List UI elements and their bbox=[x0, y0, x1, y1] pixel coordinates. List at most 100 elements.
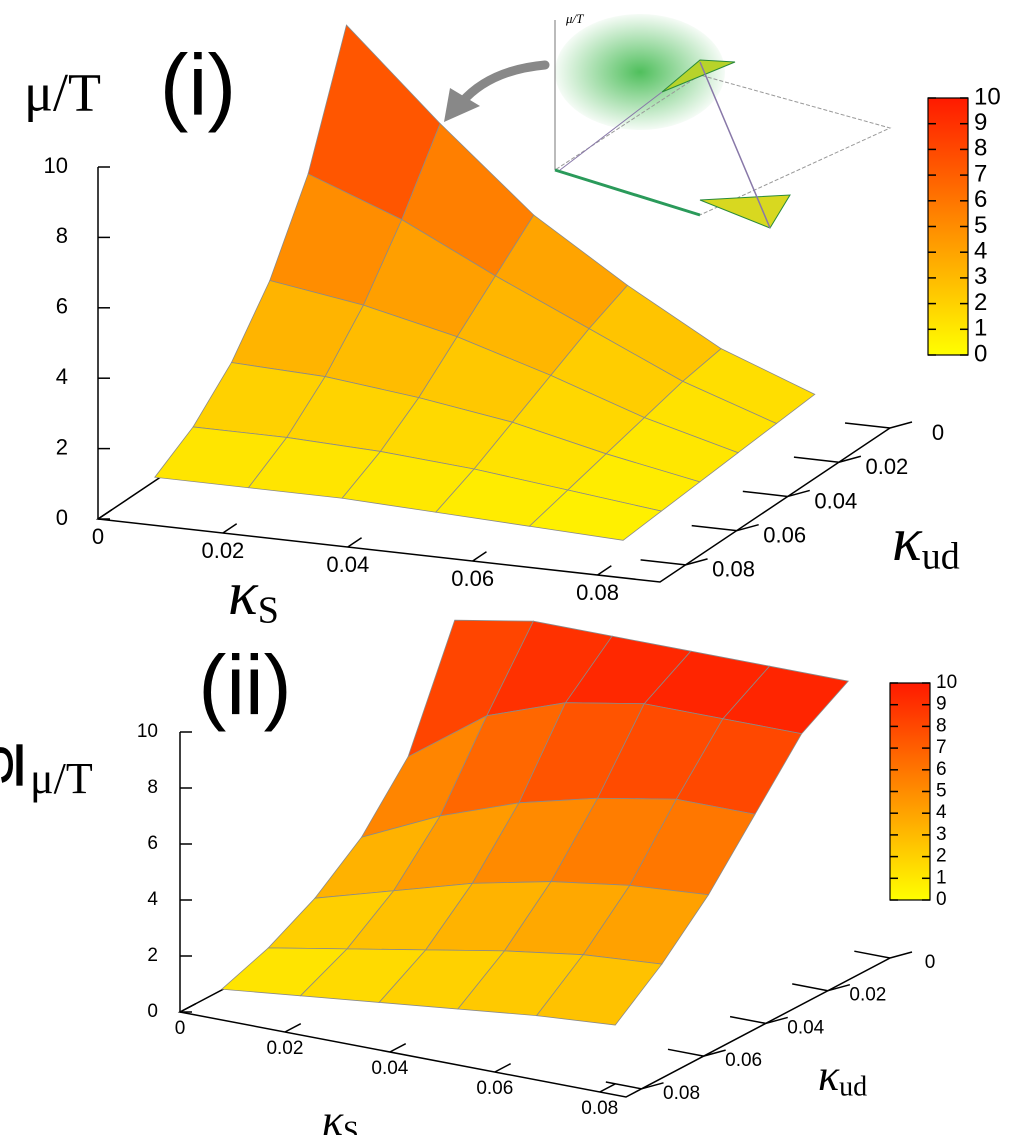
y-tick bbox=[765, 1016, 788, 1025]
z-tick-label: 10 bbox=[44, 153, 68, 178]
y-tick bbox=[854, 950, 891, 959]
colorbar-tick-label: 6 bbox=[974, 186, 987, 213]
z-tick-label: 8 bbox=[147, 777, 158, 798]
colorbar-tick-label: 3 bbox=[974, 263, 987, 290]
z-tick-label: 8 bbox=[56, 223, 68, 248]
y-tick-label: 0.04 bbox=[814, 488, 857, 513]
y-tick bbox=[838, 455, 862, 463]
z-tick-label: 4 bbox=[56, 364, 68, 389]
x-tick-label: 0.06 bbox=[451, 566, 494, 591]
x-tick bbox=[179, 1002, 197, 1013]
colorbar-tick-label: 9 bbox=[974, 109, 987, 136]
inset-edge bbox=[554, 168, 701, 217]
x-tick bbox=[494, 1062, 512, 1073]
y-tick bbox=[691, 524, 737, 532]
y-tick bbox=[685, 558, 708, 566]
y-tick bbox=[736, 523, 759, 532]
x-tick-label: 0.08 bbox=[581, 1098, 618, 1119]
x-axis-label-symbol: κ bbox=[322, 1096, 344, 1135]
colorbar-tick-label: 7 bbox=[974, 160, 987, 187]
x-tick bbox=[222, 523, 238, 534]
colorbar-tick-label: 6 bbox=[936, 759, 947, 780]
y-tick-label: 0 bbox=[932, 420, 944, 445]
x-axis-label: κS bbox=[228, 560, 279, 631]
z-tick-label: 2 bbox=[56, 434, 68, 459]
y-tick bbox=[605, 1081, 642, 1090]
x-tick bbox=[599, 1082, 616, 1093]
y-tick bbox=[667, 1048, 704, 1057]
x-tick-label: 0.06 bbox=[476, 1078, 513, 1099]
x-tick-label: 0.02 bbox=[201, 538, 244, 563]
y-tick bbox=[827, 983, 851, 992]
x-tick bbox=[347, 537, 362, 548]
z-tick-label: 2 bbox=[147, 945, 158, 966]
z-tick-label: 6 bbox=[147, 833, 158, 854]
axis-line bbox=[95, 427, 891, 583]
x-tick bbox=[597, 565, 612, 576]
axis-line bbox=[177, 957, 891, 1098]
y-tick bbox=[844, 422, 891, 429]
inset-line bbox=[699, 61, 771, 229]
y-tick bbox=[889, 421, 913, 429]
x-tick bbox=[97, 509, 113, 520]
y-tick bbox=[729, 1015, 766, 1025]
z-tick-label: 10 bbox=[137, 721, 158, 742]
arrow-head bbox=[444, 88, 480, 122]
surface-patch bbox=[535, 954, 663, 1026]
y-tick-label: 0.06 bbox=[725, 1050, 762, 1071]
y-tick-label: 0.02 bbox=[849, 985, 886, 1006]
colorbar-tick-label: 0 bbox=[974, 340, 987, 367]
colorbar-tick-label: 2 bbox=[974, 289, 987, 316]
x-axis-label-symbol: κ bbox=[228, 560, 259, 628]
z-axis-label: μ/T bbox=[24, 62, 101, 122]
y-tick bbox=[641, 1082, 664, 1090]
x-axis-label: κS bbox=[322, 1096, 359, 1135]
z-tick-label: 6 bbox=[56, 294, 68, 319]
x-tick bbox=[284, 1022, 302, 1033]
inset-line bbox=[559, 91, 663, 171]
y-tick-label: 0.08 bbox=[663, 1083, 700, 1104]
colorbar-tick-label: 0 bbox=[936, 889, 947, 910]
colorbar-tick-label: 7 bbox=[936, 737, 947, 758]
colorbar-tick-label: 4 bbox=[936, 802, 947, 823]
x-tick bbox=[472, 551, 487, 562]
y-tick-label: 0.06 bbox=[763, 522, 806, 547]
colorbar-tick-label: 1 bbox=[936, 867, 947, 888]
x-tick-label: 0.04 bbox=[326, 552, 369, 577]
z-tick-label: 0 bbox=[147, 1001, 158, 1022]
colorbar-tick-label: 8 bbox=[974, 135, 987, 162]
colorbar-tick-label: 10 bbox=[974, 83, 1001, 110]
panel-label: (i) bbox=[160, 38, 236, 134]
y-axis-label: κud bbox=[818, 1051, 867, 1103]
y-axis-label-symbol: κ bbox=[892, 506, 923, 574]
colorbar-tick-label: 3 bbox=[936, 824, 947, 845]
inset-plane bbox=[554, 74, 892, 216]
colorbar-tick-label: 2 bbox=[936, 846, 947, 867]
y-axis-label-subscript: ud bbox=[922, 535, 960, 577]
y-tick bbox=[889, 951, 913, 959]
inset-label: μ/T bbox=[565, 11, 584, 26]
inset-diagram: μ/T bbox=[554, 11, 892, 229]
colorbar-tick-label: 10 bbox=[936, 672, 957, 693]
z-tick-label: 0 bbox=[56, 505, 68, 530]
colorbar-tick-label: 5 bbox=[936, 781, 947, 802]
y-tick bbox=[792, 983, 829, 992]
y-axis-label-subscript: ud bbox=[839, 1072, 867, 1103]
y-tick-label: 0.04 bbox=[787, 1017, 824, 1038]
y-tick bbox=[640, 559, 686, 566]
panel-label: (ii) bbox=[198, 638, 291, 732]
colorbar-tick-label: 5 bbox=[974, 212, 987, 239]
colorbar-tick-label: 9 bbox=[936, 694, 947, 715]
z-tick-label: 4 bbox=[147, 889, 158, 910]
y-tick-label: 0.08 bbox=[712, 557, 755, 582]
fragment-group: S bbox=[0, 744, 26, 785]
inset-triangle bbox=[699, 194, 791, 229]
colorbar-tick-label: 4 bbox=[974, 238, 987, 265]
x-tick-label: 0 bbox=[175, 1018, 186, 1039]
y-tick bbox=[793, 456, 839, 463]
inset-glow bbox=[555, 14, 725, 130]
x-tick-label: 0.08 bbox=[576, 580, 619, 605]
y-tick bbox=[787, 489, 810, 498]
x-axis-label-subscript: S bbox=[258, 589, 279, 631]
